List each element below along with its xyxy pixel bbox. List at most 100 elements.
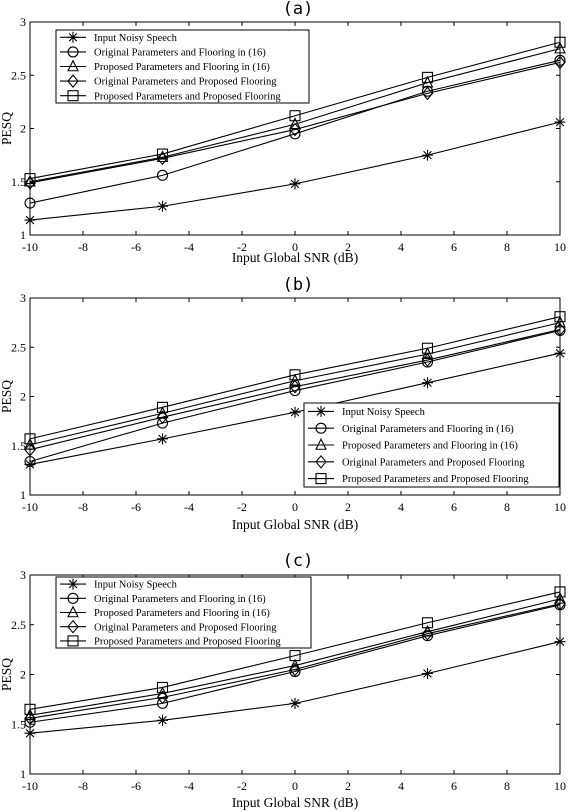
x-tick-label: 10 xyxy=(554,500,566,514)
y-axis-label: PESQ xyxy=(0,380,14,413)
x-tick-label: 0 xyxy=(292,240,298,254)
panel-title: (a) xyxy=(283,0,314,19)
legend-label: Original Parameters and Flooring in (16) xyxy=(94,48,266,59)
legend-marker-asterisk xyxy=(315,405,327,417)
y-tick-label: 2.5 xyxy=(11,340,26,354)
data-point-circle xyxy=(421,356,434,368)
data-point-asterisk xyxy=(422,668,433,680)
legend-entry: Original Parameters and Proposed Floorin… xyxy=(60,74,277,88)
series-line xyxy=(29,329,561,463)
x-tick-label: 0 xyxy=(292,500,298,514)
legend-label: Input Noisy Speech xyxy=(342,407,426,418)
data-point-square xyxy=(156,681,169,693)
series-line xyxy=(29,604,561,723)
series-line xyxy=(29,41,561,180)
data-point-triangle xyxy=(24,174,36,187)
data-point-diamond xyxy=(156,151,169,166)
data-point-circle xyxy=(24,716,36,728)
legend-entry: Original Parameters and Proposed Floorin… xyxy=(308,454,525,469)
legend-label: Original Parameters and Flooring in (16) xyxy=(94,594,266,605)
series-line xyxy=(29,61,561,184)
legend-marker-asterisk xyxy=(67,578,79,590)
series-line xyxy=(29,603,561,719)
legend-entry: Proposed Parameters and Proposed Floorin… xyxy=(60,635,281,648)
legend: Input Noisy Speech Original Parameters an… xyxy=(55,576,312,649)
data-point-square xyxy=(554,586,566,598)
series-line xyxy=(29,316,561,440)
x-tick-label: 10 xyxy=(554,779,566,793)
legend-label: Proposed Parameters and Flooring in (16) xyxy=(342,441,518,452)
data-point-circle xyxy=(156,169,169,181)
x-tick-label: -8 xyxy=(78,500,88,514)
legend-marker-triangle xyxy=(67,59,79,72)
x-tick-label: 8 xyxy=(504,779,510,793)
legend-marker-triangle xyxy=(67,605,79,618)
data-point-circle xyxy=(156,417,169,429)
x-tick-label: -10 xyxy=(22,500,38,514)
legend-marker-square xyxy=(315,473,327,485)
data-point-asterisk xyxy=(422,377,433,389)
legend-entry: Proposed Parameters and Flooring in (16) xyxy=(60,59,270,73)
panel-b: (b) -10 -8 -6 -4 -2 0 2 4 6 8 10 1 1.5 2 2.5 3 Input Glob… xyxy=(0,275,566,532)
data-point-square xyxy=(156,401,169,413)
data-point-square xyxy=(289,369,301,381)
y-tick-label: 3 xyxy=(20,15,26,29)
legend-entry: Input Noisy Speech xyxy=(60,31,178,44)
legend-box xyxy=(55,576,312,649)
data-point-circle xyxy=(421,85,434,97)
x-axis-label: Input Global SNR (dB) xyxy=(232,517,358,532)
data-point-square xyxy=(554,36,566,48)
legend-entry: Proposed Parameters and Flooring in (16) xyxy=(60,605,270,619)
data-point-diamond xyxy=(156,410,169,425)
y-axis-label: PESQ xyxy=(0,112,14,145)
legend-marker-circle xyxy=(67,592,79,604)
x-tick-label: -2 xyxy=(237,779,247,793)
legend-entry: Original Parameters and Flooring in (16) xyxy=(308,422,514,435)
legend-entry: Original Parameters and Proposed Floorin… xyxy=(60,619,277,634)
data-point-asterisk xyxy=(289,697,301,709)
x-tick-label: 4 xyxy=(398,500,404,514)
series-line xyxy=(29,598,561,716)
data-point-square xyxy=(24,433,36,445)
panel-c: (c) -10 -8 -6 -4 -2 0 2 4 6 8 10 1 1.5 2 2.5 3 Input Glob… xyxy=(0,551,566,810)
x-tick-label: 6 xyxy=(451,779,457,793)
y-tick-label: 2.5 xyxy=(11,68,26,82)
y-tick-label: 1.5 xyxy=(11,717,26,731)
data-point-triangle xyxy=(554,41,566,54)
legend-label: Original Parameters and Proposed Floorin… xyxy=(342,457,525,468)
data-point-square xyxy=(554,311,566,323)
x-tick-label: -10 xyxy=(22,779,38,793)
y-tick-label: 3 xyxy=(20,568,26,582)
legend-label: Original Parameters and Proposed Floorin… xyxy=(94,77,277,88)
x-tick-label: -10 xyxy=(22,240,38,254)
data-point-diamond xyxy=(156,690,169,705)
x-axis-label: Input Global SNR (dB) xyxy=(232,250,358,265)
data-point-square xyxy=(421,617,434,629)
series-asterisk xyxy=(24,636,566,739)
x-tick-label: -8 xyxy=(78,240,88,254)
y-axis-label: PESQ xyxy=(0,658,14,691)
series-asterisk xyxy=(24,116,566,226)
legend-marker-asterisk xyxy=(67,31,79,43)
data-point-asterisk xyxy=(554,116,566,128)
legend-marker-circle xyxy=(315,422,327,434)
data-point-square xyxy=(421,71,434,83)
x-tick-label: -4 xyxy=(184,500,194,514)
series-line xyxy=(29,59,561,204)
data-point-square xyxy=(421,342,434,354)
data-point-square xyxy=(24,173,36,185)
data-point-diamond xyxy=(24,442,36,457)
legend-marker-square xyxy=(67,90,79,102)
series-diamond xyxy=(24,596,566,726)
series-line xyxy=(29,591,561,710)
legend-label: Proposed Parameters and Proposed Floorin… xyxy=(94,91,281,102)
legend-label: Original Parameters and Flooring in (16) xyxy=(342,424,514,435)
y-tick-label: 1 xyxy=(20,228,26,242)
legend-entry: Proposed Parameters and Flooring in (16) xyxy=(308,438,518,452)
data-point-asterisk xyxy=(24,727,36,739)
legend-box xyxy=(303,402,560,488)
data-point-asterisk xyxy=(422,149,433,161)
data-point-diamond xyxy=(289,662,301,677)
data-point-asterisk xyxy=(554,636,566,648)
legend-entry: Original Parameters and Flooring in (16) xyxy=(60,46,266,59)
